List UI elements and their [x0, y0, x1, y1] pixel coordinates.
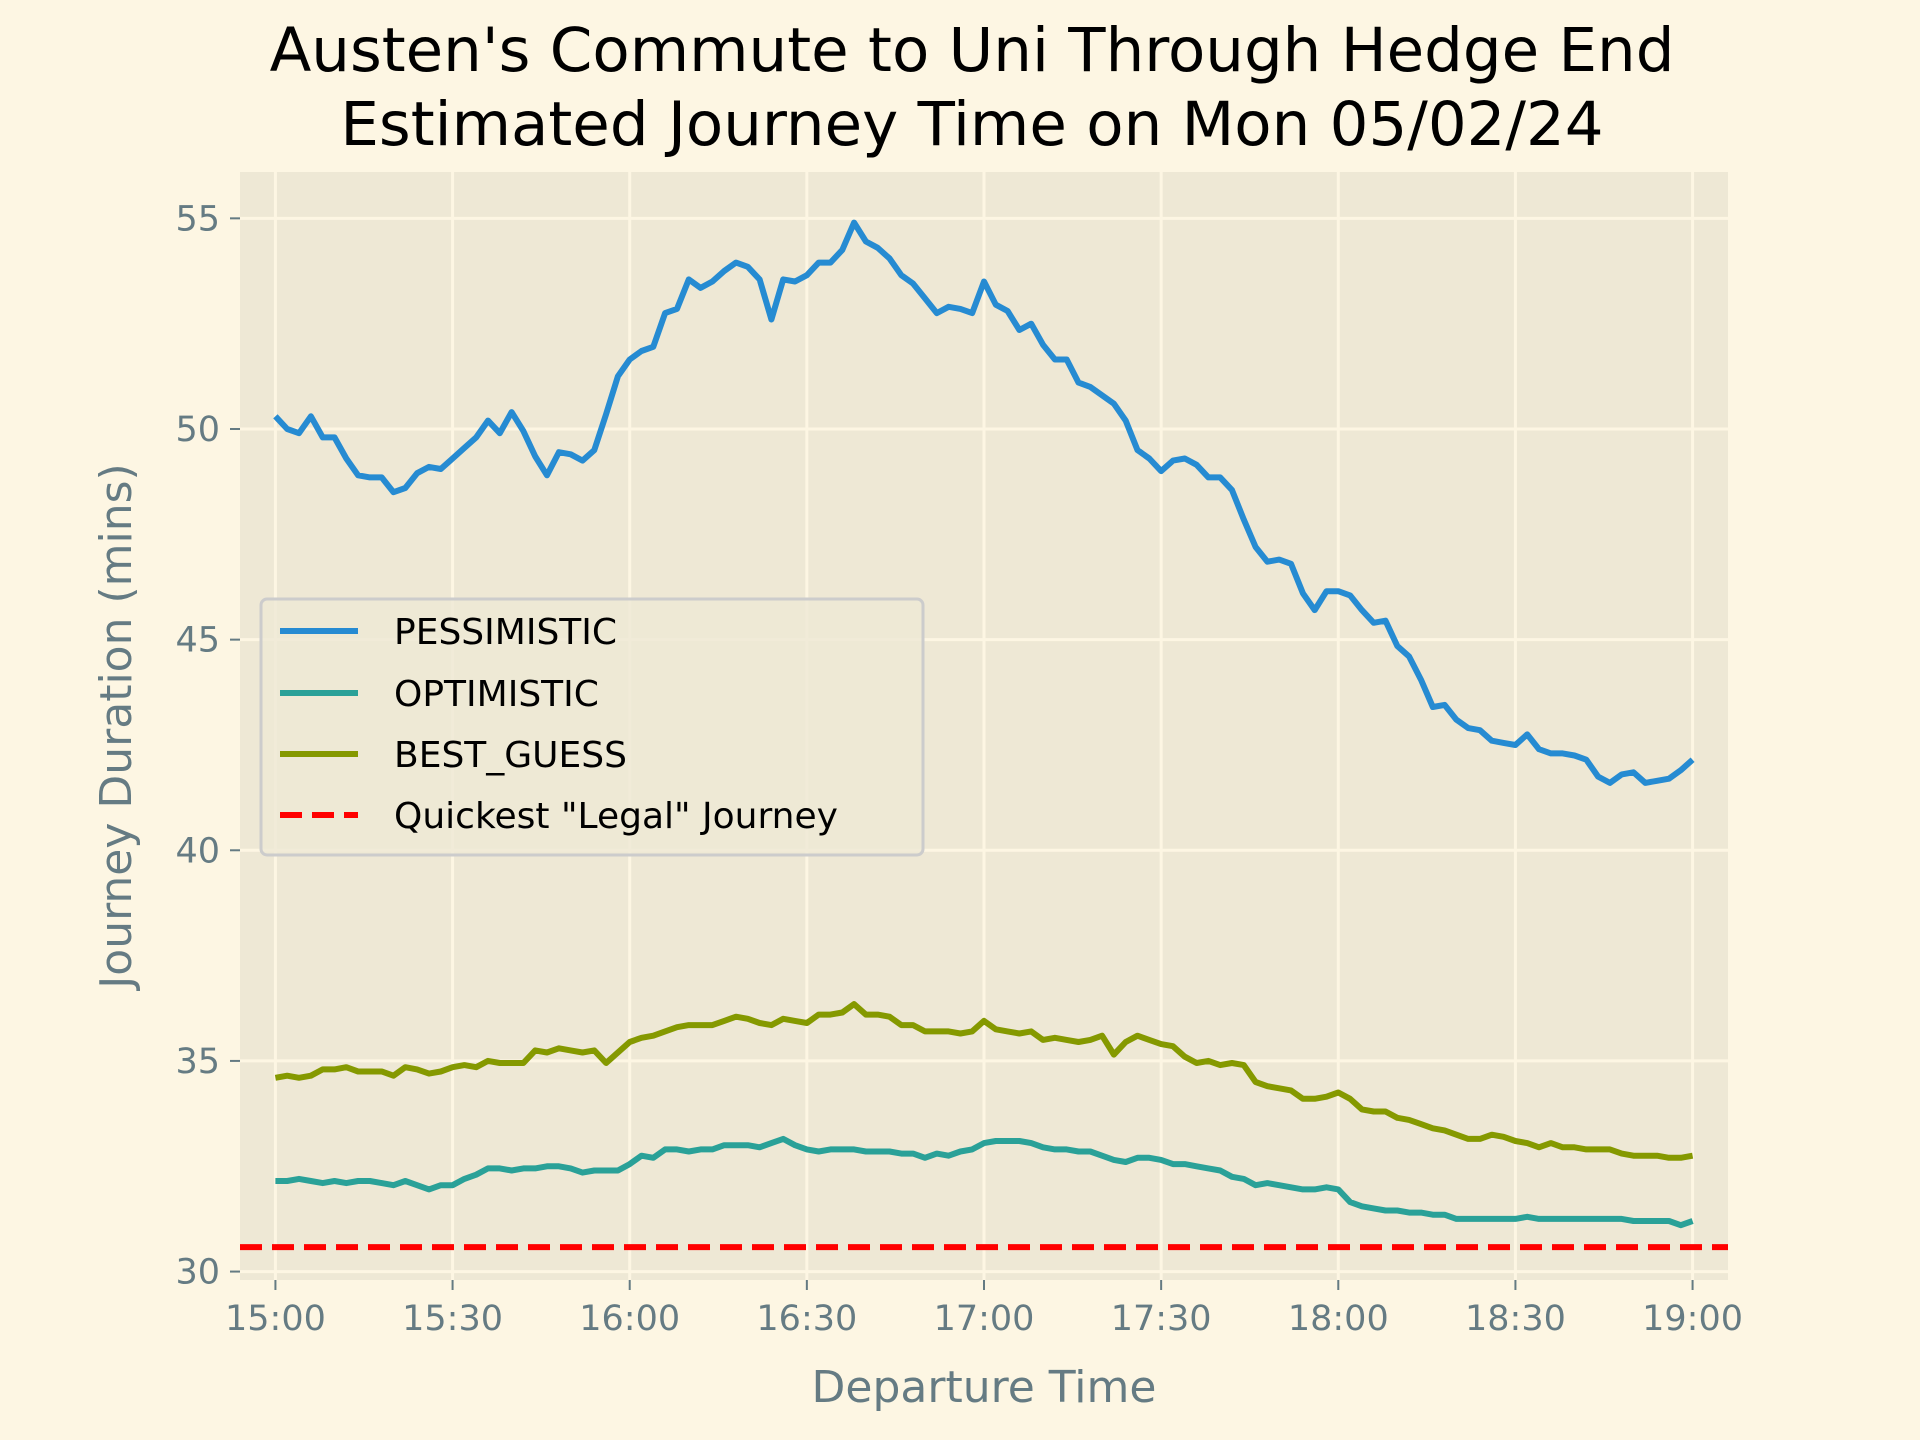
x-tick-label: 19:00: [1642, 1299, 1743, 1339]
series-lines: [240, 219, 1728, 1251]
legend: PESSIMISTIC OPTIMISTIC BEST_GUESS Quicke…: [259, 597, 925, 857]
y-tick-label: 35: [175, 1042, 220, 1082]
legend-box: [259, 597, 925, 857]
y-axis-label: Journey Duration (mins): [91, 463, 142, 991]
legend-label-best-guess: BEST_GUESS: [394, 735, 627, 776]
x-tick-label: 16:00: [579, 1299, 680, 1339]
x-tick-label: 17:00: [934, 1299, 1035, 1339]
x-tick-label: 16:30: [756, 1299, 857, 1339]
x-tick-label: 18:30: [1465, 1299, 1566, 1339]
chart-title-line-2: Estimated Journey Time on Mon 05/02/24: [340, 89, 1603, 160]
y-tick-label: 40: [175, 831, 220, 871]
x-tick-label: 17:30: [1111, 1299, 1212, 1339]
y-tick-label: 45: [175, 621, 220, 661]
axes: 15:00 15:30 16:00 16:30 17:00 17:30 18:00 18:30…: [175, 199, 1743, 1339]
y-tick-label: 55: [175, 199, 220, 239]
series-line-best-guess: [274, 1001, 1694, 1161]
legend-label-pessimistic: PESSIMISTIC: [394, 612, 617, 653]
legend-label-quickest-legal-journey: Quickest "Legal" Journey: [394, 796, 838, 837]
series-line-optimistic: [275, 1135, 1694, 1229]
y-tick-label: 30: [175, 1253, 220, 1293]
x-tick-label: 15:00: [225, 1299, 326, 1339]
chart-title-line-1: Austen's Commute to Uni Through Hedge En…: [270, 15, 1675, 86]
x-tick-label: 15:30: [402, 1299, 503, 1339]
x-tick-label: 18:00: [1288, 1299, 1389, 1339]
series-line-pessimistic: [273, 219, 1695, 786]
x-axis-label: Departure Time: [812, 1362, 1157, 1413]
y-tick-label: 50: [175, 410, 220, 450]
legend-label-optimistic: OPTIMISTIC: [394, 674, 599, 715]
